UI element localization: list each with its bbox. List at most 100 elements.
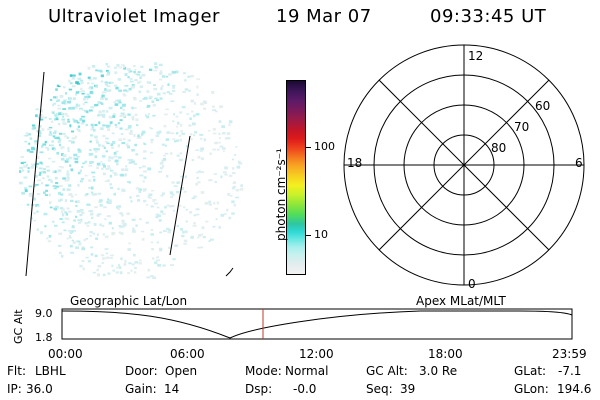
uv-speckle — [53, 132, 56, 135]
uv-speckle — [52, 103, 55, 107]
uv-speckle — [99, 127, 104, 130]
uv-speckle — [173, 209, 176, 212]
uv-speckle — [138, 262, 142, 265]
uv-speckle — [150, 241, 154, 244]
uv-speckle — [46, 169, 50, 172]
uv-speckle — [132, 118, 135, 121]
uv-speckle — [175, 70, 179, 74]
uv-speckle — [58, 199, 62, 202]
uv-speckle — [185, 220, 188, 223]
uv-speckle — [132, 230, 136, 233]
uv-speckle — [90, 153, 94, 156]
uv-speckle — [109, 199, 112, 202]
uv-speckle — [237, 160, 241, 164]
uv-speckle — [125, 143, 129, 147]
uv-speckle — [75, 205, 78, 207]
uv-speckle — [183, 190, 187, 193]
uv-speckle — [40, 170, 44, 174]
uv-speckle — [77, 125, 81, 128]
uv-speckle — [195, 182, 198, 186]
uv-speckle — [212, 105, 215, 108]
uv-speckle — [135, 118, 139, 122]
uv-speckle — [121, 221, 125, 224]
uv-speckle — [148, 95, 152, 99]
uv-speckle — [99, 69, 103, 72]
uv-speckle — [96, 273, 100, 277]
uv-speckle — [65, 217, 70, 220]
altitude-plot-frame — [61, 308, 573, 340]
uv-speckle — [90, 160, 94, 164]
uv-speckle — [151, 189, 155, 192]
uv-speckle — [79, 264, 83, 268]
uv-speckle — [152, 103, 157, 107]
uv-speckle — [69, 199, 74, 202]
uv-speckle — [160, 194, 164, 197]
uv-speckle — [89, 149, 92, 151]
uv-speckle — [152, 100, 155, 103]
uv-speckle — [127, 139, 131, 142]
uv-speckle — [129, 129, 133, 133]
uv-speckle — [90, 134, 93, 137]
uv-speckle — [29, 150, 34, 153]
uv-speckle — [68, 236, 72, 239]
uv-speckle — [99, 114, 103, 116]
uv-speckle — [33, 184, 37, 188]
uv-speckle — [80, 87, 83, 91]
uv-speckle — [84, 101, 88, 104]
uv-speckle — [38, 167, 43, 170]
uv-speckle — [111, 264, 114, 267]
uv-speckle — [164, 144, 168, 147]
uv-speckle — [53, 207, 57, 210]
uv-speckle — [152, 199, 157, 201]
uv-speckle — [43, 212, 48, 216]
uv-speckle — [152, 200, 155, 203]
uv-speckle — [113, 112, 116, 115]
uv-speckle — [82, 267, 85, 271]
uv-speckle — [166, 227, 170, 230]
polar-diagonal-b — [378, 79, 550, 251]
uv-speckle — [121, 219, 125, 222]
uv-speckle — [99, 223, 102, 226]
uv-speckle — [124, 222, 127, 226]
uv-speckle — [182, 230, 185, 234]
uv-speckle — [156, 259, 161, 262]
uv-speckle — [109, 186, 113, 189]
uv-speckle — [55, 185, 60, 188]
uv-speckle — [129, 159, 134, 162]
uv-speckle — [35, 183, 39, 186]
uv-speckle — [58, 123, 61, 126]
uv-speckle — [232, 186, 236, 190]
uv-speckle — [36, 210, 39, 213]
uv-speckle — [93, 148, 98, 151]
uv-speckle — [66, 176, 70, 179]
uv-speckle — [98, 200, 103, 203]
uv-speckle — [120, 257, 123, 261]
limb-mark — [225, 267, 234, 277]
uv-speckle — [147, 167, 151, 171]
uv-speckle — [233, 203, 237, 207]
uv-speckle — [106, 71, 111, 74]
uv-speckle — [200, 157, 205, 160]
uv-speckle — [131, 116, 135, 119]
status-dsp-key: Dsp: — [245, 382, 273, 396]
uv-speckle — [39, 151, 44, 154]
uv-speckle — [69, 74, 73, 77]
uv-speckle — [82, 103, 85, 106]
uv-speckle — [164, 152, 169, 155]
uv-speckle — [70, 195, 74, 198]
uv-speckle — [183, 242, 187, 245]
uv-speckle — [112, 269, 116, 272]
uv-speckle — [168, 205, 172, 208]
uv-speckle — [122, 103, 126, 107]
uv-speckle — [174, 244, 179, 247]
uv-speckle — [81, 247, 85, 251]
uv-speckle — [169, 152, 173, 155]
uv-speckle — [152, 276, 156, 280]
uv-speckle — [139, 100, 143, 102]
uv-speckle — [112, 140, 116, 144]
colorbar-tick-100 — [306, 147, 311, 148]
uv-speckle — [46, 175, 50, 178]
uv-speckle — [35, 108, 39, 111]
uv-speckle — [156, 206, 160, 209]
uv-speckle — [75, 103, 79, 107]
